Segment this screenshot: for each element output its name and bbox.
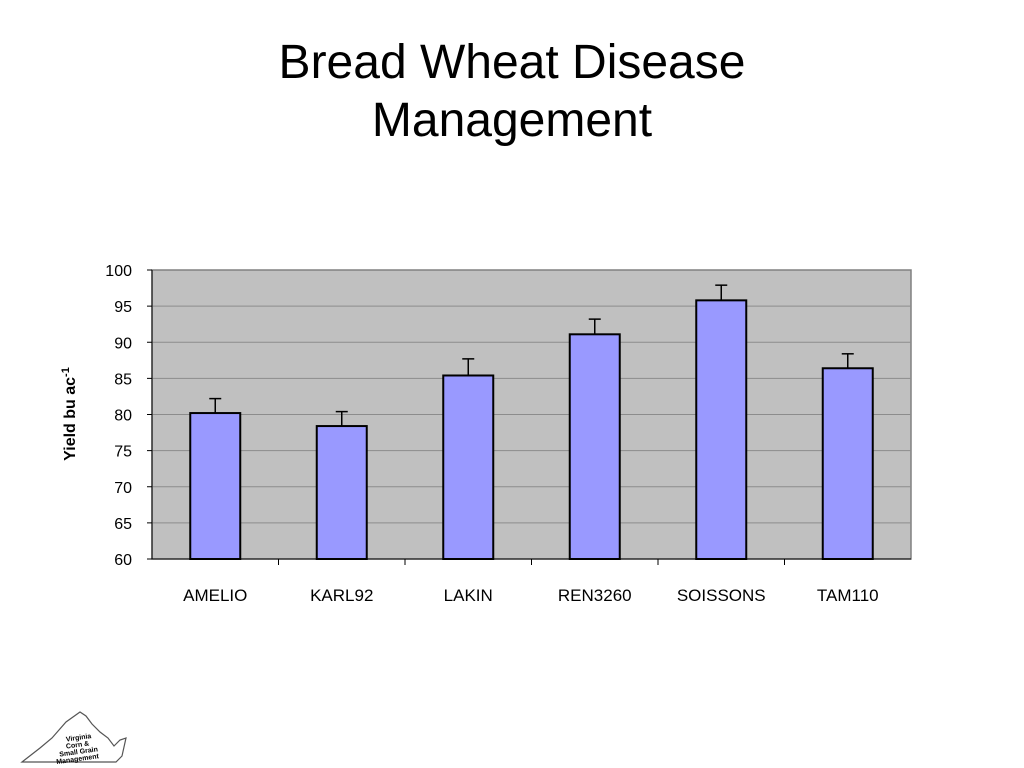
x-tick-labels: AMELIO KARL92 LAKIN REN3260 SOISSONS TAM110: [183, 586, 878, 605]
x-tick-label-tam110: TAM110: [817, 586, 879, 605]
y-axis-label: Yield bu ac-1: [60, 367, 79, 461]
x-tick-label-lakin: LAKIN: [444, 586, 493, 605]
y-tick-label: 80: [114, 408, 132, 425]
bar-tam110: [821, 367, 874, 561]
gridlines: [152, 305, 911, 524]
x-tick-label-soissons: SOISSONS: [677, 586, 766, 605]
bar-ren3260: [568, 333, 621, 560]
slide-title-line-2: Management: [371, 94, 653, 147]
y-tick-label: 65: [114, 516, 132, 533]
y-tick-label: 90: [114, 335, 132, 352]
y-tick-label: 100: [105, 263, 132, 280]
axes: [147, 269, 911, 565]
error-bars: [209, 284, 854, 427]
slide-title-line-1: Bread Wheat Disease: [278, 36, 746, 89]
x-tick-label-ren3260: REN3260: [558, 586, 632, 605]
y-tick-label: 70: [114, 480, 132, 497]
y-tick-label: 60: [114, 552, 132, 569]
slide-title: Bread Wheat Disease Management: [0, 34, 1024, 150]
y-tick-label: 95: [114, 299, 132, 316]
logo-line-2: Corn &: [66, 740, 90, 750]
y-tick-labels: 60 65 70 75 80 85 90 95 100: [105, 263, 132, 569]
virginia-outline-icon: [20, 711, 127, 763]
y-tick-label: 85: [114, 371, 132, 388]
bar-karl92: [315, 425, 368, 560]
x-tick-label-amelio: AMELIO: [183, 586, 247, 605]
y-tick-label: 75: [114, 444, 132, 461]
logo-line-1: Virginia: [66, 733, 92, 744]
x-tick-label-karl92: KARL92: [310, 586, 373, 605]
